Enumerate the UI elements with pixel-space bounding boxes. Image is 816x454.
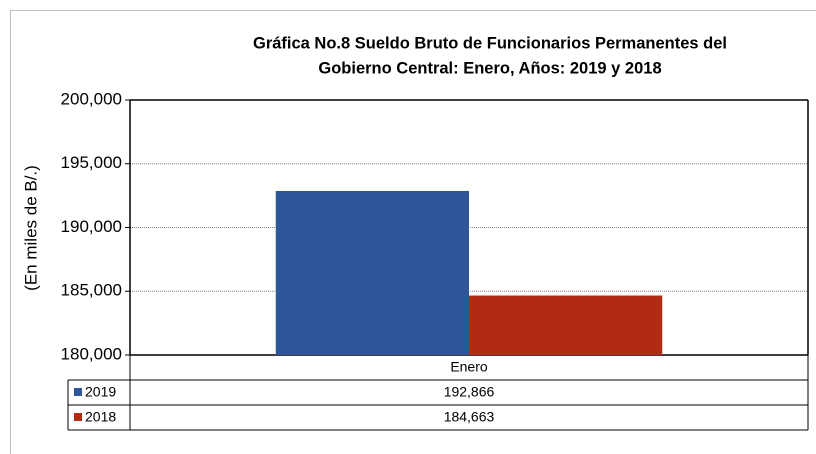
chart-title: Gobierno Central: Enero, Años: 2019 y 20… xyxy=(318,59,661,77)
bar xyxy=(469,295,663,355)
legend-label: 2018 xyxy=(85,409,116,425)
y-tick-label: 180,000 xyxy=(61,344,122,363)
legend-key xyxy=(74,388,82,396)
y-tick-label: 195,000 xyxy=(61,153,122,172)
table-value: 192,866 xyxy=(444,384,495,400)
chart-frame xyxy=(10,10,816,454)
y-axis-label: (En miles de B/.) xyxy=(21,165,40,291)
table-value: 184,663 xyxy=(444,409,495,425)
bar xyxy=(275,190,469,355)
legend-label: 2019 xyxy=(85,384,116,400)
chart-title: Gráfica No.8 Sueldo Bruto de Funcionario… xyxy=(253,34,727,52)
x-tick-label: Enero xyxy=(450,359,488,375)
y-tick-label: 190,000 xyxy=(61,217,122,236)
y-tick-label: 185,000 xyxy=(61,281,122,300)
legend-key xyxy=(74,413,82,421)
y-tick-label: 200,000 xyxy=(61,89,122,108)
